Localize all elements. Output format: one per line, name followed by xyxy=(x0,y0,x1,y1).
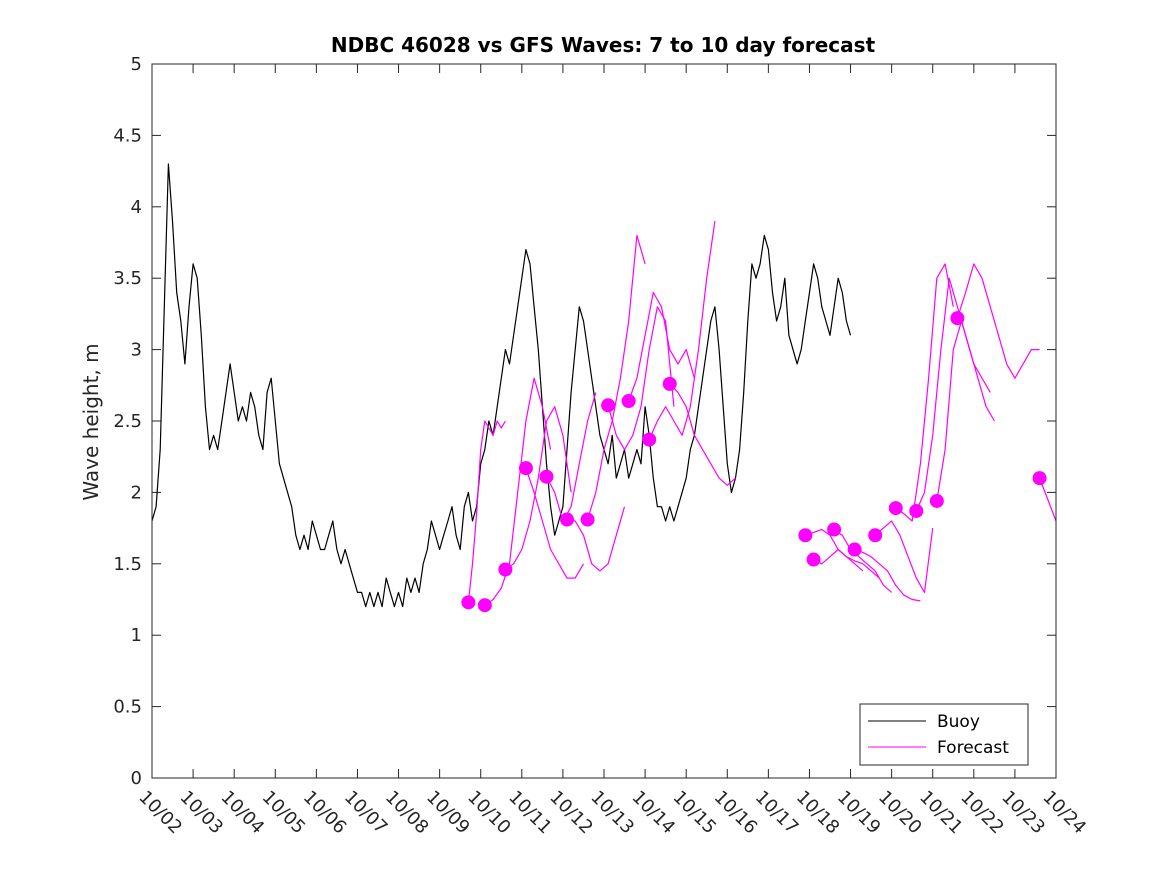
y-tick-label: 4 xyxy=(131,197,142,218)
forecast-line xyxy=(566,506,626,572)
forecast-line xyxy=(895,263,954,522)
forecast-start-point xyxy=(621,394,636,409)
forecast-line xyxy=(915,277,991,512)
forecast-start-point xyxy=(1032,471,1047,486)
chart-title: NDBC 46028 vs GFS Waves: 7 to 10 day for… xyxy=(331,33,876,57)
forecast-line xyxy=(505,406,572,570)
forecast-start-markers xyxy=(461,311,1047,613)
forecast-start-point xyxy=(580,512,595,527)
forecast-start-point xyxy=(909,503,924,518)
forecast-line xyxy=(854,548,921,602)
y-tick-label: 3.5 xyxy=(113,268,142,289)
plot-area xyxy=(151,163,1057,613)
y-tick-label: 1.5 xyxy=(113,554,142,575)
forecast-start-point xyxy=(847,542,862,557)
forecast-start-point xyxy=(827,522,842,537)
forecast-line xyxy=(484,377,552,606)
y-tick-label: 5 xyxy=(131,54,142,75)
forecast-line xyxy=(956,263,1040,379)
y-tick-label: 2.5 xyxy=(113,411,142,432)
forecast-start-point xyxy=(929,493,944,508)
y-tick-label: 1 xyxy=(131,625,142,646)
legend: Buoy Forecast xyxy=(859,703,1029,766)
y-tick-label: 3 xyxy=(131,340,142,361)
y-tick-label: 0.5 xyxy=(113,697,142,718)
legend-box xyxy=(859,703,1029,766)
forecast-line xyxy=(525,467,585,579)
forecast-line xyxy=(805,528,864,572)
forecast-line xyxy=(628,291,695,402)
forecast-start-point xyxy=(868,528,883,543)
y-axis: 0 0.5 1 1.5 2 2.5 3 3.5 4 4.5 5 xyxy=(113,54,1056,789)
forecast-start-point xyxy=(560,512,575,527)
forecast-start-point xyxy=(539,469,554,484)
forecast-start-point xyxy=(601,398,616,413)
buoy-line xyxy=(151,163,852,608)
forecast-start-point xyxy=(798,528,813,543)
forecast-start-point xyxy=(498,562,513,577)
forecast-line xyxy=(587,234,646,520)
legend-forecast-label: Forecast xyxy=(937,738,1009,758)
forecast-line xyxy=(467,420,506,603)
forecast-line xyxy=(874,520,934,594)
forecast-start-point xyxy=(477,598,492,613)
y-axis-label: Wave height, m xyxy=(79,343,103,500)
y-tick-label: 2 xyxy=(131,482,142,503)
forecast-line xyxy=(833,529,892,593)
forecast-line xyxy=(936,320,995,502)
forecast-line xyxy=(813,548,880,579)
buoy-series xyxy=(151,163,852,608)
axes-frame xyxy=(151,63,1057,779)
forecast-start-point xyxy=(662,376,677,391)
y-tick-label: 0 xyxy=(131,768,142,789)
forecast-start-point xyxy=(888,501,903,516)
forecast-series xyxy=(467,221,1057,606)
y-tick-label: 4.5 xyxy=(113,125,142,146)
legend-buoy-label: Buoy xyxy=(937,712,980,732)
forecast-line xyxy=(669,383,736,486)
forecast-line xyxy=(648,221,716,440)
forecast-start-point xyxy=(950,311,965,326)
forecast-start-point xyxy=(518,461,533,476)
forecast-line xyxy=(1039,477,1057,522)
forecast-line xyxy=(545,392,597,522)
forecast-start-point xyxy=(806,552,821,567)
forecast-start-point xyxy=(642,432,657,447)
forecast-start-point xyxy=(461,595,476,610)
